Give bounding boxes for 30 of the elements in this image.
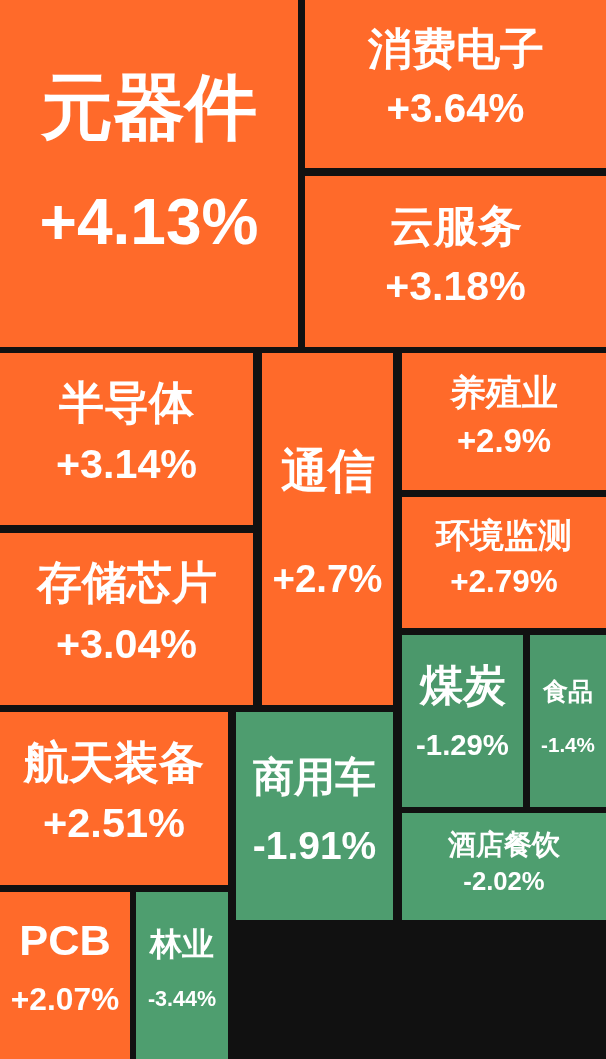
data-label: +2.7% <box>272 556 383 600</box>
data-label: +2.51% <box>43 799 185 847</box>
data-label: +2.79% <box>450 563 558 599</box>
data-label: +3.64% <box>386 84 525 131</box>
category-label: 元器件 <box>40 66 257 147</box>
category-label: 养殖业 <box>449 373 558 414</box>
data-label: -1.91% <box>252 823 377 867</box>
category-label: 通信 <box>280 444 375 497</box>
category-label: 航天装备 <box>22 736 204 788</box>
category-label: 林业 <box>148 926 214 963</box>
category-label: 存储芯片 <box>35 558 217 608</box>
category-label: 酒店餐饮 <box>447 828 561 860</box>
data-label: +3.18% <box>385 262 526 309</box>
data-label: -2.02% <box>463 867 545 896</box>
category-label: 云服务 <box>389 200 522 250</box>
category-label: 消费电子 <box>366 23 544 73</box>
data-label: +4.13% <box>39 186 259 259</box>
category-label: 食品 <box>542 677 593 706</box>
category-label: PCB <box>19 916 111 965</box>
category-label: 环境监测 <box>434 515 572 554</box>
data-label: +2.9% <box>456 422 552 460</box>
data-label: +3.04% <box>55 620 198 667</box>
data-label: -3.44% <box>147 987 217 1012</box>
data-label: +3.14% <box>55 440 198 487</box>
category-label: 煤炭 <box>418 661 506 710</box>
data-label: -1.4% <box>541 733 595 757</box>
category-label: 半导体 <box>59 378 195 428</box>
data-label: +2.07% <box>10 980 120 1017</box>
data-label: -1.29% <box>416 728 509 762</box>
category-label: 商用车 <box>253 754 376 801</box>
